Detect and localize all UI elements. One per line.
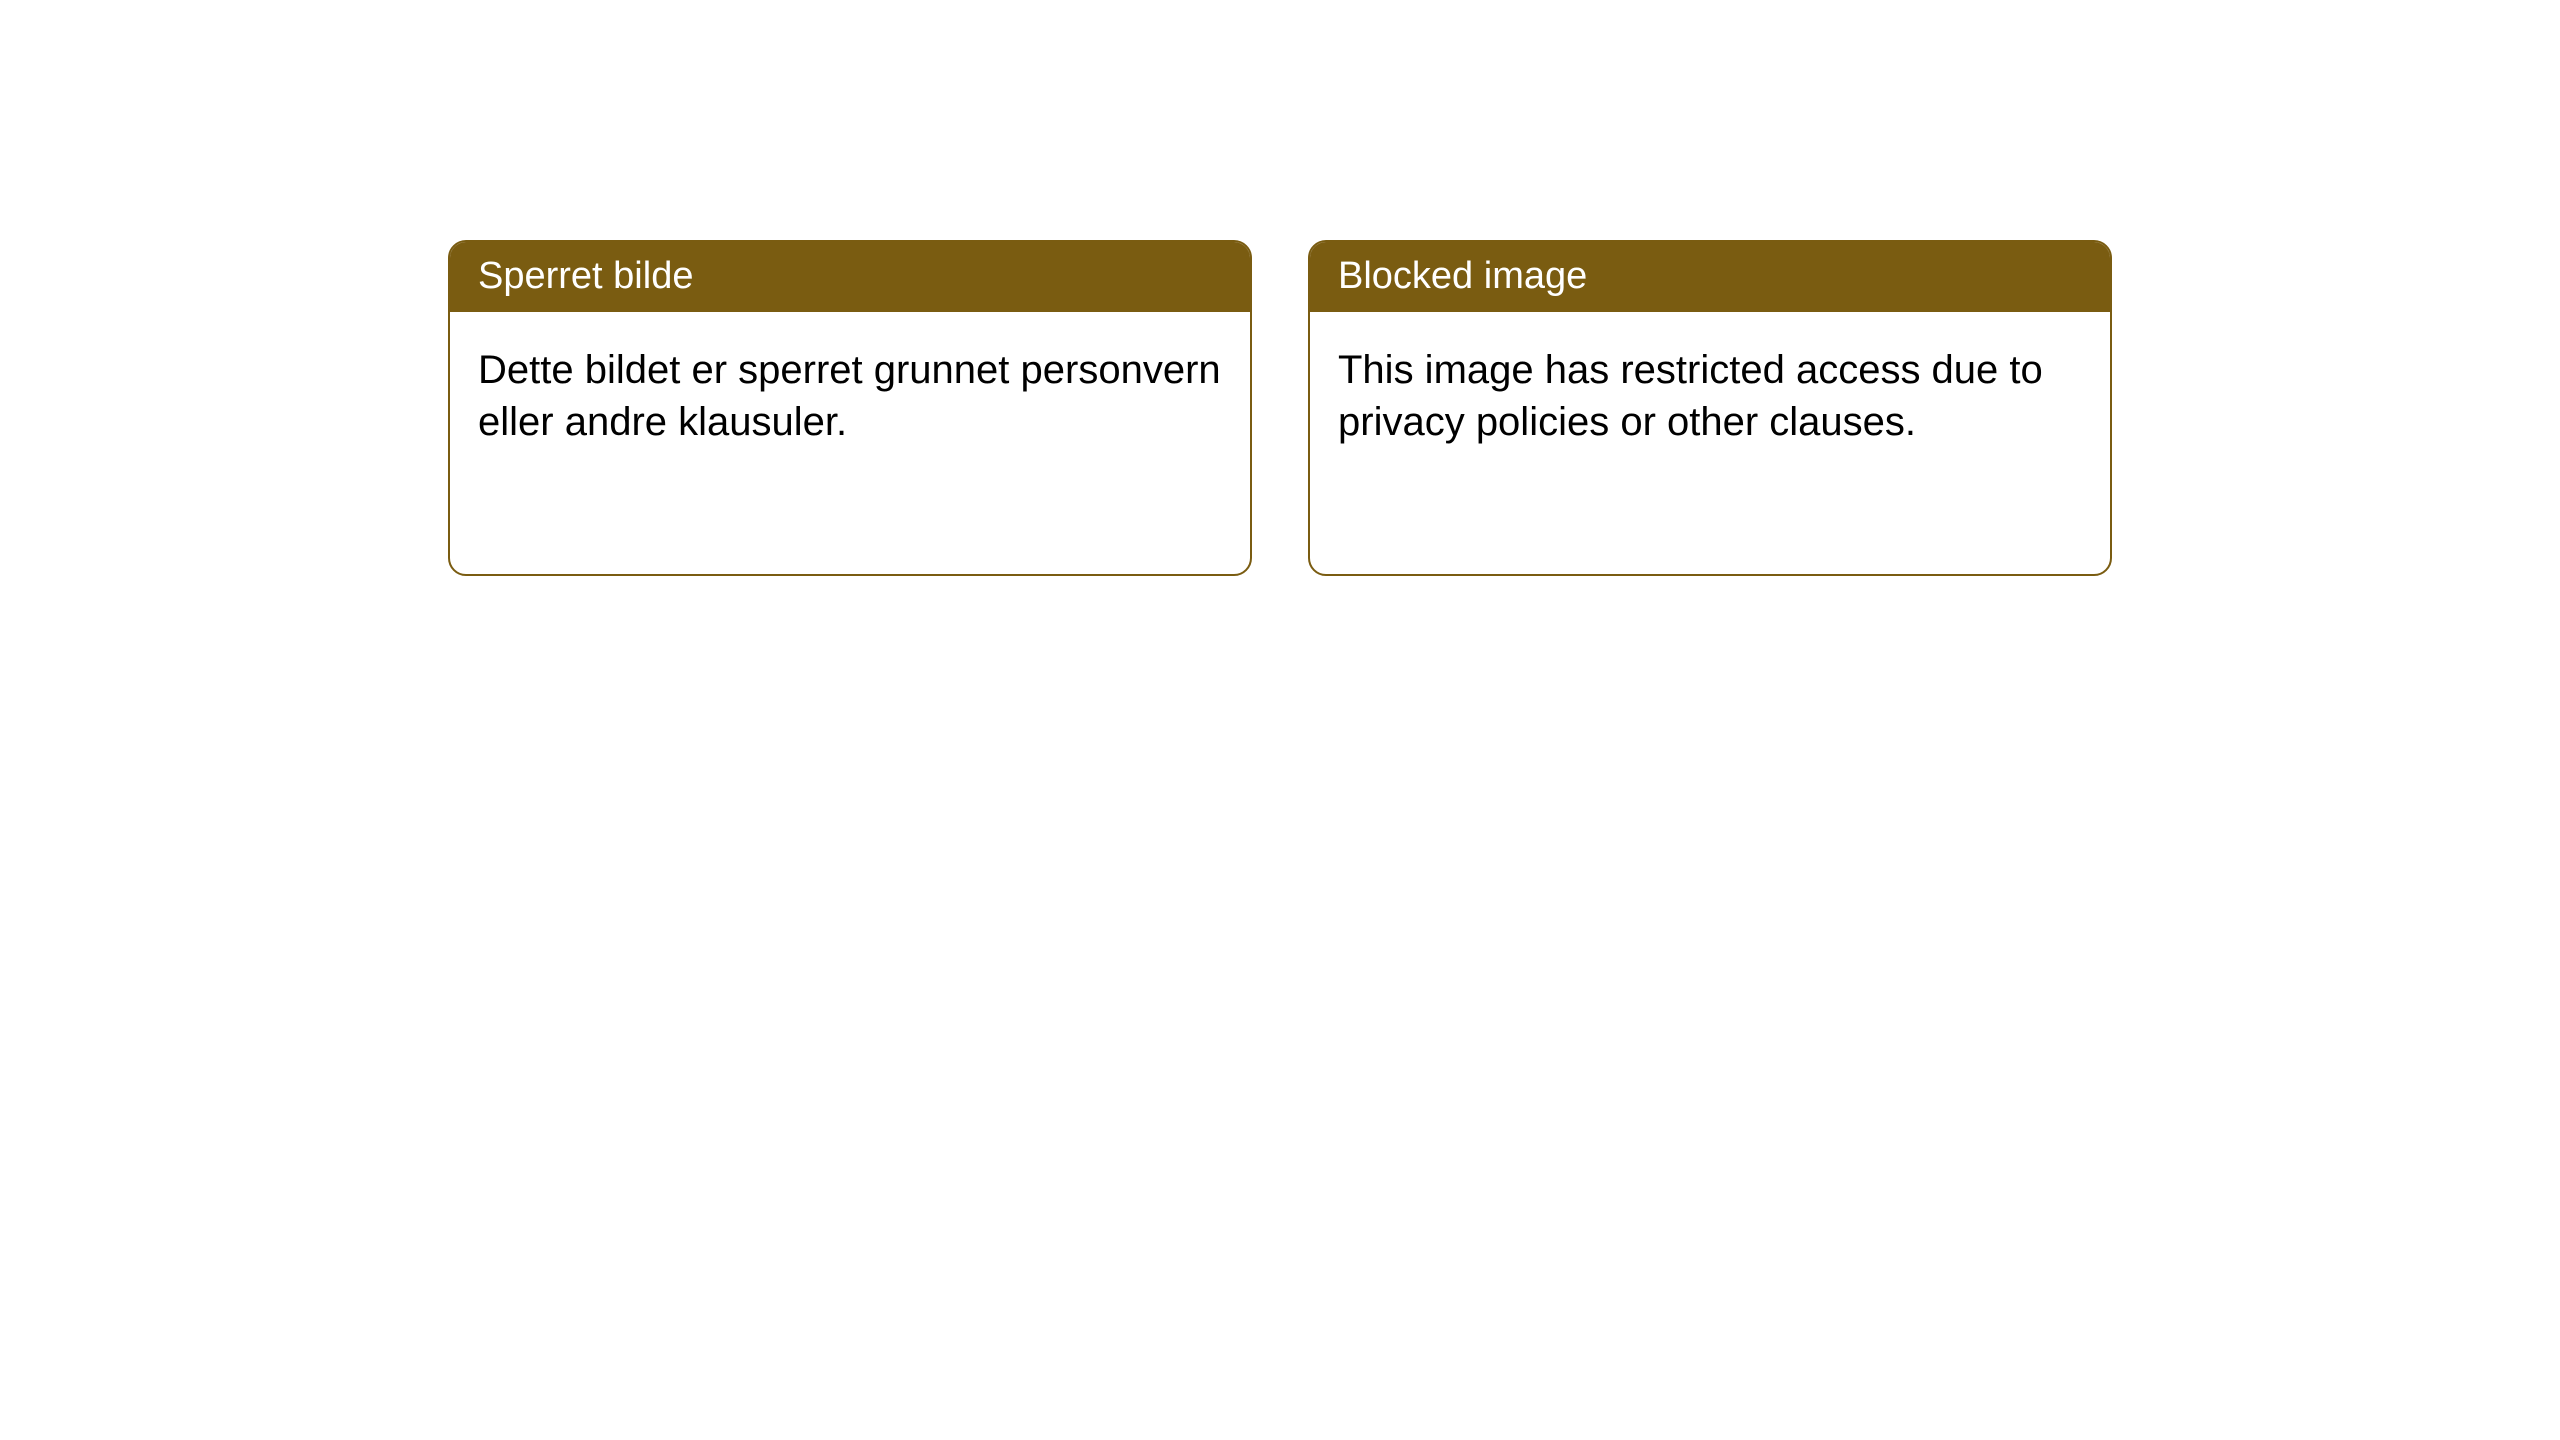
notice-body-english: This image has restricted access due to …	[1310, 312, 2110, 480]
notice-title-english: Blocked image	[1310, 242, 2110, 312]
notice-card-norwegian: Sperret bilde Dette bildet er sperret gr…	[448, 240, 1252, 576]
notice-body-norwegian: Dette bildet er sperret grunnet personve…	[450, 312, 1250, 480]
notice-card-english: Blocked image This image has restricted …	[1308, 240, 2112, 576]
notice-title-norwegian: Sperret bilde	[450, 242, 1250, 312]
notice-container: Sperret bilde Dette bildet er sperret gr…	[448, 240, 2112, 576]
